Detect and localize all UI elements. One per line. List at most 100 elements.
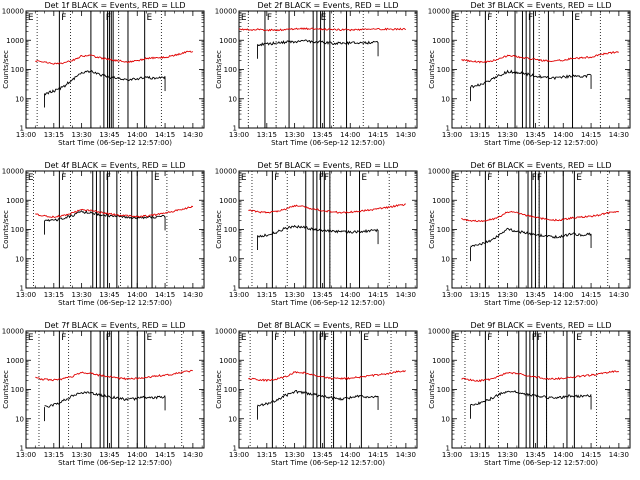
y-tick-label: 10000 bbox=[2, 328, 24, 336]
lld-series-line bbox=[35, 369, 193, 382]
y-tick-label: 1000 bbox=[432, 357, 450, 365]
x-tick-label: 14:15 bbox=[581, 451, 601, 459]
flag-annotation: FF bbox=[532, 173, 542, 183]
x-tick-label: 13:45 bbox=[99, 291, 119, 299]
x-tick-label: 14:15 bbox=[155, 451, 175, 459]
panel-title: Det 5f BLACK = Events, RED = LLD bbox=[257, 161, 398, 170]
x-tick-label: 13:00 bbox=[229, 451, 249, 459]
x-tick-label: 14:15 bbox=[155, 131, 175, 139]
x-tick-label: 14:00 bbox=[553, 131, 573, 139]
events-series-line bbox=[44, 69, 166, 96]
y-tick-label: 100 bbox=[224, 386, 237, 394]
events-series-line bbox=[257, 39, 379, 47]
x-tick-label: 14:30 bbox=[396, 291, 416, 299]
flag-annotation: F bbox=[487, 173, 492, 183]
x-tick-label: 13:15 bbox=[470, 131, 490, 139]
x-tick-label: 14:15 bbox=[368, 131, 388, 139]
x-tick-label: 13:45 bbox=[312, 131, 332, 139]
x-tick-label: 13:15 bbox=[470, 451, 490, 459]
y-axis-label: Counts/sec bbox=[215, 370, 223, 409]
x-tick-label: 14:00 bbox=[553, 291, 573, 299]
y-tick-label: 10000 bbox=[428, 168, 450, 176]
detector-panel-1: Det 1f BLACK = Events, RED = LLD 1 10 100 10… bbox=[2, 1, 205, 147]
y-axis-label: Counts/sec bbox=[2, 210, 10, 249]
x-tick-label: 13:00 bbox=[229, 131, 249, 139]
x-tick-label: 13:15 bbox=[257, 291, 277, 299]
x-axis-label: Start Time (06-Sep-12 12:57:00) bbox=[484, 139, 598, 147]
flag-annotation: E bbox=[28, 13, 34, 23]
y-tick-label: 100 bbox=[11, 386, 24, 394]
y-tick-label: 10000 bbox=[215, 8, 237, 16]
y-tick-label: 100 bbox=[437, 226, 450, 234]
y-tick-label: 10 bbox=[15, 95, 24, 103]
y-tick-label: 1 bbox=[233, 445, 237, 453]
detector-panel-2: Det 2f BLACK = Events, RED = LLD 1 10 100 10… bbox=[215, 1, 418, 147]
y-tick-label: 1000 bbox=[6, 197, 24, 205]
y-tick-label: 1 bbox=[20, 125, 24, 133]
panel-title: Det 8f BLACK = Events, RED = LLD bbox=[257, 321, 398, 330]
x-tick-label: 13:00 bbox=[16, 291, 36, 299]
x-tick-label: 13:30 bbox=[285, 451, 305, 459]
flag-annotation: F bbox=[106, 173, 111, 183]
events-series-line bbox=[257, 224, 379, 238]
flag-annotation: E bbox=[147, 333, 153, 343]
y-tick-label: 10000 bbox=[428, 8, 450, 16]
y-tick-label: 10 bbox=[15, 255, 24, 263]
detector-panel-3: Det 3f BLACK = Events, RED = LLD 1 10 100 10… bbox=[428, 1, 631, 147]
y-tick-label: 1 bbox=[446, 445, 450, 453]
x-tick-label: 13:15 bbox=[257, 131, 277, 139]
flag-annotation: F bbox=[267, 13, 272, 23]
x-tick-label: 13:00 bbox=[442, 291, 462, 299]
lld-series-line bbox=[461, 210, 620, 223]
flag-annotation: F bbox=[61, 13, 66, 23]
events-series-line bbox=[470, 69, 592, 89]
flag-annotation: F bbox=[106, 333, 111, 343]
lld-series-line bbox=[35, 50, 194, 65]
flag-annotation: F bbox=[487, 333, 492, 343]
x-tick-label: 13:45 bbox=[99, 451, 119, 459]
x-tick-label: 14:15 bbox=[368, 451, 388, 459]
y-tick-label: 10 bbox=[228, 255, 237, 263]
y-tick-label: 10 bbox=[228, 95, 237, 103]
flag-annotation: F bbox=[528, 13, 533, 23]
x-tick-label: 14:30 bbox=[183, 131, 203, 139]
x-tick-label: 13:00 bbox=[442, 131, 462, 139]
x-tick-label: 14:30 bbox=[396, 451, 416, 459]
y-axis-label: Counts/sec bbox=[428, 370, 436, 409]
y-tick-label: 1 bbox=[233, 125, 237, 133]
flag-annotation: FF bbox=[532, 333, 542, 343]
y-tick-label: 1 bbox=[446, 285, 450, 293]
flag-annotation: FF bbox=[319, 333, 329, 343]
flag-annotation: E bbox=[147, 13, 153, 23]
lld-series-line bbox=[461, 370, 620, 383]
x-tick-label: 13:45 bbox=[312, 291, 332, 299]
y-tick-label: 1000 bbox=[432, 37, 450, 45]
x-tick-label: 13:45 bbox=[525, 291, 545, 299]
detector-panel-7: Det 7f BLACK = Events, RED = LLD 1 10 100 10… bbox=[2, 321, 205, 467]
x-tick-label: 14:30 bbox=[609, 131, 629, 139]
x-tick-label: 14:00 bbox=[127, 131, 147, 139]
x-axis-label: Start Time (06-Sep-12 12:57:00) bbox=[58, 299, 172, 307]
y-tick-label: 10 bbox=[15, 415, 24, 423]
detector-panel-8: Det 8f BLACK = Events, RED = LLD 1 10 100 10… bbox=[215, 321, 418, 467]
x-tick-label: 14:15 bbox=[155, 291, 175, 299]
events-series-line bbox=[470, 390, 592, 406]
flag-annotation: E bbox=[321, 13, 327, 23]
y-axis-label: Counts/sec bbox=[215, 210, 223, 249]
y-tick-label: 1 bbox=[20, 445, 24, 453]
y-tick-label: 10 bbox=[441, 255, 450, 263]
y-tick-label: 10 bbox=[441, 415, 450, 423]
x-tick-label: 14:30 bbox=[183, 291, 203, 299]
flag-annotation: F bbox=[61, 333, 66, 343]
x-tick-label: 13:30 bbox=[285, 291, 305, 299]
x-tick-label: 13:15 bbox=[257, 451, 277, 459]
detector-panel-5: Det 5f BLACK = Events, RED = LLD 1 10 100 10… bbox=[215, 161, 418, 307]
y-tick-label: 1 bbox=[446, 125, 450, 133]
y-axis-label: Counts/sec bbox=[2, 370, 10, 409]
y-tick-label: 1000 bbox=[6, 37, 24, 45]
y-tick-label: 100 bbox=[437, 66, 450, 74]
y-tick-label: 100 bbox=[11, 66, 24, 74]
x-tick-label: 14:15 bbox=[581, 291, 601, 299]
x-tick-label: 14:00 bbox=[340, 291, 360, 299]
y-axis-label: Counts/sec bbox=[2, 50, 10, 89]
